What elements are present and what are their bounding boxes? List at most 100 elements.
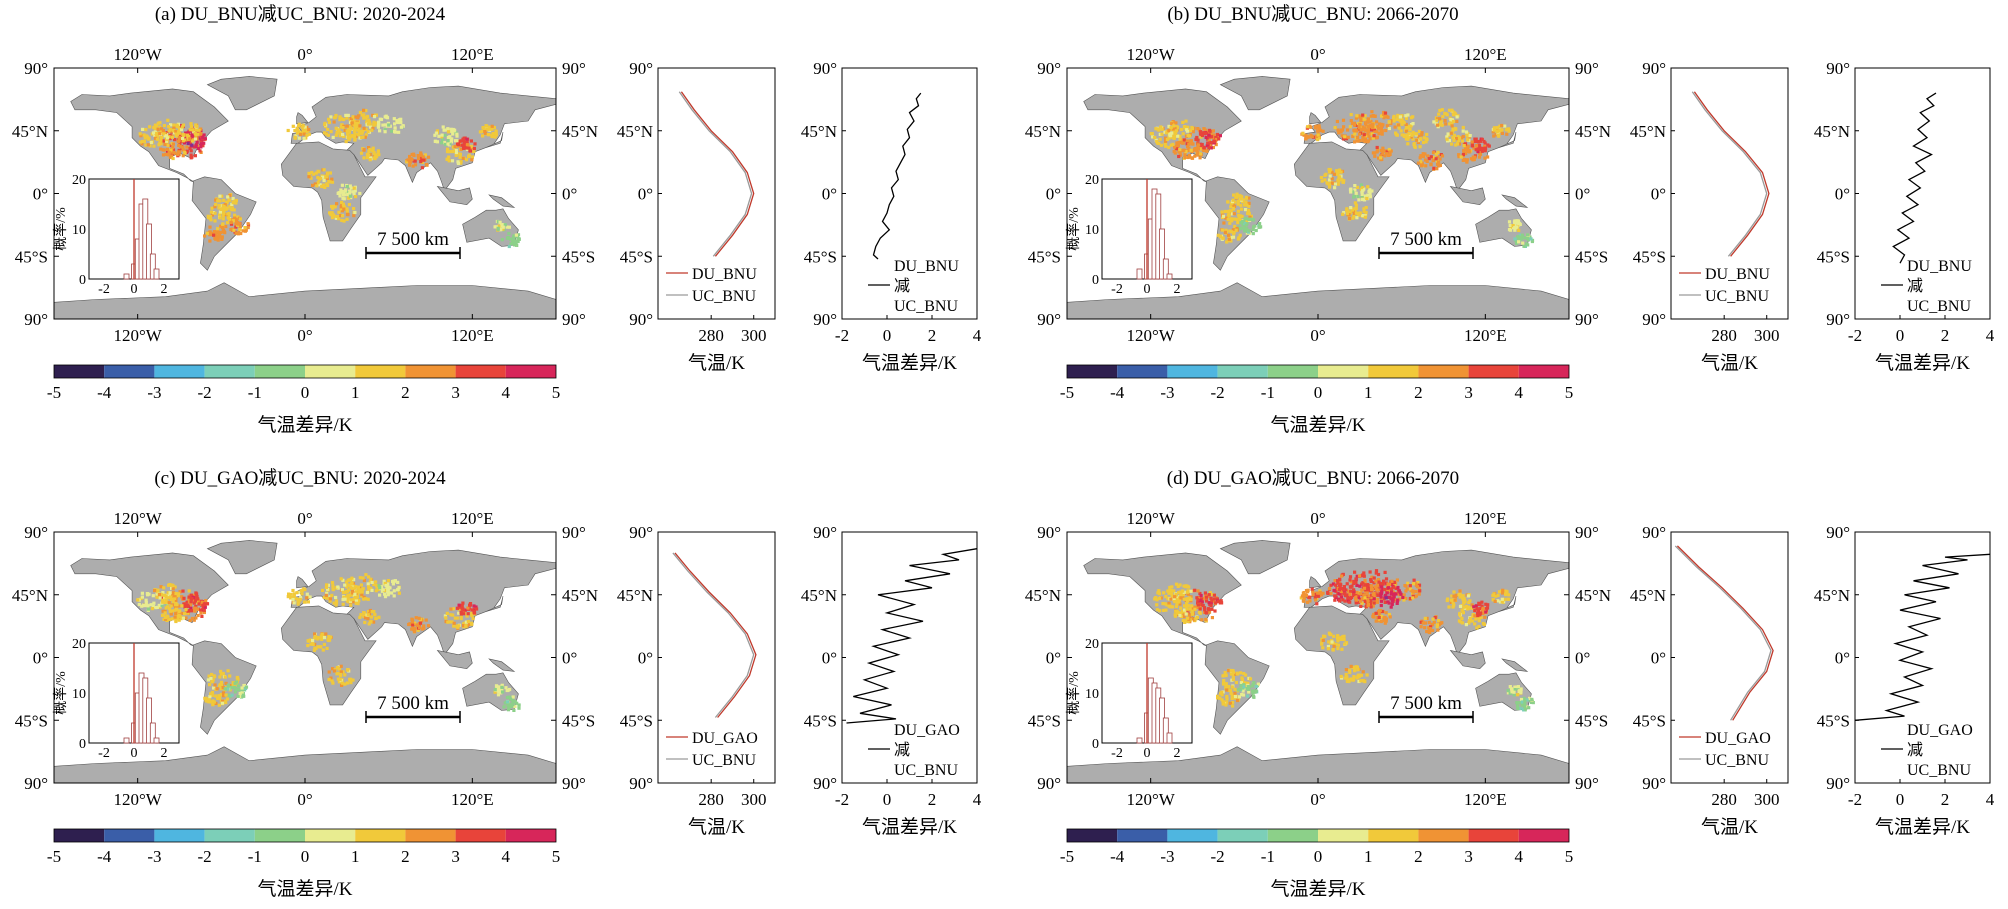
grid-cell <box>1450 108 1454 112</box>
grid-cell <box>1183 608 1187 612</box>
grid-cell <box>1301 591 1305 595</box>
grid-cell <box>468 149 472 153</box>
grid-cell <box>1230 212 1235 216</box>
grid-cell <box>203 137 207 141</box>
grid-cell <box>1478 613 1482 617</box>
diff-xlabel: 气温差异/K <box>1875 816 1970 838</box>
grid-cell <box>1453 598 1457 602</box>
grid-cell <box>348 194 352 198</box>
grid-cell <box>467 146 471 150</box>
grid-cell <box>1385 591 1389 595</box>
grid-cell <box>420 166 424 170</box>
grid-cell <box>172 594 176 598</box>
grid-cell <box>226 669 230 673</box>
grid-cell <box>1231 704 1235 708</box>
grid-cell <box>1380 591 1384 595</box>
grid-cell <box>1515 225 1519 229</box>
grid-cell <box>219 687 224 691</box>
grid-cell <box>1506 689 1510 693</box>
grid-cell <box>467 153 471 157</box>
grid-cell <box>1231 700 1235 705</box>
grid-cell <box>216 238 220 242</box>
grid-cell <box>1353 201 1357 205</box>
grid-cell <box>203 234 207 238</box>
grid-cell <box>306 639 310 643</box>
grid-cell <box>329 115 333 119</box>
grid-cell <box>329 676 333 680</box>
grid-cell <box>1368 137 1372 141</box>
grid-cell <box>209 692 213 696</box>
grid-cell <box>221 223 225 227</box>
grid-cell <box>364 109 368 113</box>
grid-cell <box>347 192 351 196</box>
grid-cell <box>1411 122 1415 126</box>
grid-cell <box>363 620 367 625</box>
grid-cell <box>1359 673 1364 677</box>
diff-ytick: 45°S <box>804 711 837 730</box>
grid-cell <box>481 134 485 138</box>
grid-cell <box>1198 599 1202 603</box>
grid-cell <box>1423 621 1427 625</box>
grid-cell <box>212 674 216 678</box>
colorbar-tick: -1 <box>1261 383 1275 402</box>
grid-cell <box>1196 138 1200 142</box>
grid-cell <box>140 604 144 608</box>
grid-cell <box>345 207 349 211</box>
grid-cell <box>1317 129 1321 133</box>
grid-cell <box>199 611 203 615</box>
grid-cell <box>1227 233 1231 237</box>
grid-cell <box>222 694 226 698</box>
grid-cell <box>1379 129 1383 134</box>
grid-cell <box>1368 195 1372 199</box>
grid-cell <box>1498 600 1502 604</box>
grid-cell <box>343 193 347 197</box>
grid-cell <box>349 585 353 589</box>
grid-cell <box>1379 595 1383 599</box>
grid-cell <box>174 130 178 134</box>
grid-cell <box>231 684 235 688</box>
grid-cell <box>1338 599 1342 603</box>
grid-cell <box>1230 685 1234 689</box>
grid-cell <box>368 148 372 152</box>
grid-cell <box>1339 130 1343 134</box>
grid-cell <box>1390 119 1394 123</box>
grid-cell <box>1530 697 1534 701</box>
grid-cell <box>377 120 381 124</box>
grid-cell <box>1379 603 1383 608</box>
grid-cell <box>465 614 469 618</box>
grid-cell <box>1519 691 1523 695</box>
landmass-gr <box>206 76 278 111</box>
grid-cell <box>199 127 203 131</box>
grid-cell <box>1362 198 1367 202</box>
grid-cell <box>1197 610 1201 614</box>
grid-cell <box>1340 134 1344 138</box>
grid-cell <box>1240 207 1244 211</box>
grid-cell <box>512 235 516 239</box>
grid-cell <box>1363 578 1367 583</box>
grid-cell <box>311 642 315 646</box>
grid-cell <box>325 591 329 595</box>
grid-cell <box>155 605 159 609</box>
grid-cell <box>1513 228 1517 232</box>
grid-cell <box>337 210 341 214</box>
grid-cell <box>387 123 391 127</box>
grid-cell <box>354 115 358 119</box>
grid-cell <box>1342 592 1346 596</box>
grid-cell <box>358 110 362 115</box>
grid-cell <box>1356 593 1360 597</box>
grid-cell <box>159 136 163 140</box>
grid-cell <box>228 674 232 678</box>
grid-cell <box>1181 120 1185 124</box>
grid-cell <box>1342 211 1346 215</box>
grid-cell <box>459 610 463 614</box>
grid-cell <box>149 603 153 607</box>
grid-cell <box>216 696 220 700</box>
grid-cell <box>507 706 511 710</box>
grid-cell <box>1341 180 1345 184</box>
grid-cell <box>1238 194 1242 198</box>
grid-cell <box>1196 600 1200 605</box>
landmass-gr <box>1219 540 1291 575</box>
grid-cell <box>316 645 320 649</box>
grid-cell <box>163 616 168 620</box>
